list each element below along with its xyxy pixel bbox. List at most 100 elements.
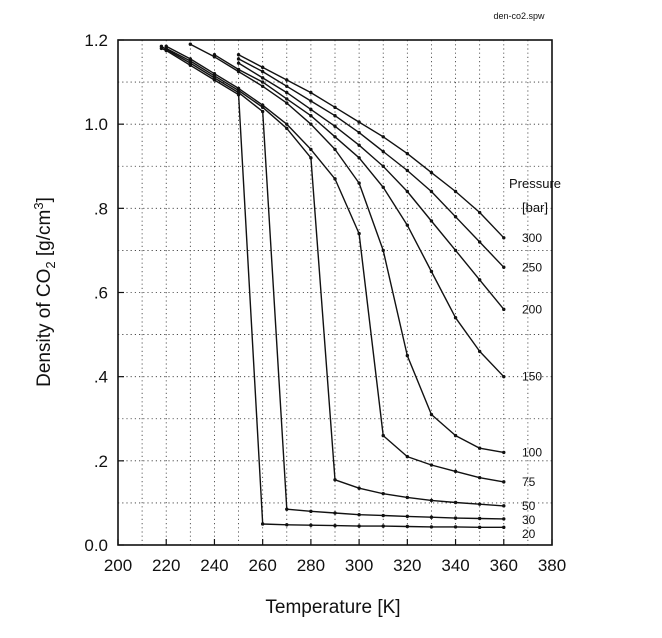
data-point-75-bar [333,177,337,181]
data-point-75-bar [188,57,193,61]
series-line-300-bar [238,54,505,239]
data-point-150-bar [260,80,265,84]
data-point-50-bar [357,486,361,490]
data-point-250-bar [453,215,458,219]
y-axis-label-post: ] [34,197,55,202]
x-tick-label: 280 [297,556,325,575]
y-axis-label-sup: 3 [31,202,46,209]
data-point-200-bar [429,219,434,223]
data-point-200-bar [453,248,458,253]
x-tick-label: 340 [441,556,469,575]
x-tick-label: 300 [345,556,373,575]
data-point-250-bar [502,265,506,269]
data-point-30-bar [260,109,265,114]
data-point-50-bar [502,504,506,508]
y-tick-label: 0.0 [84,536,108,555]
data-point-250-bar [429,189,434,194]
data-point-150-bar [236,67,241,72]
data-point-20-bar [333,523,337,528]
series-label-30: 30 [522,513,536,527]
data-point-250-bar [309,99,313,103]
data-point-100-bar [309,122,313,126]
data-point-150-bar [309,114,313,118]
data-point-75-bar [429,463,434,467]
data-point-75-bar [502,480,506,484]
file-label: den-co2.spw [493,11,545,21]
data-point-100-bar [357,181,361,185]
data-point-200-bar [260,76,265,80]
data-point-75-bar [212,71,217,76]
data-point-300-bar [453,189,458,194]
data-point-75-bar [477,475,482,480]
data-point-150-bar [381,185,385,189]
data-point-100-bar [502,450,506,455]
data-point-20-bar [405,524,410,529]
data-point-20-bar [429,525,434,529]
data-point-150-bar [405,223,410,227]
data-point-150-bar [333,135,337,139]
data-point-100-bar [477,446,482,450]
data-point-250-bar [285,84,289,88]
y-axis-label-mid: [g/cm [34,210,55,262]
data-point-200-bar [477,278,482,282]
data-point-30-bar [285,507,289,511]
x-tick-label: 380 [538,556,566,575]
series-line-250-bar [238,58,505,268]
y-tick-label: 1.2 [84,31,108,50]
data-point-50-bar [309,156,313,160]
data-point-30-bar [477,516,482,521]
data-point-100-bar [405,353,410,358]
series-line-30-bar [161,45,504,520]
data-point-300-bar [429,170,434,175]
data-point-20-bar [453,525,458,529]
data-point-150-bar [477,349,482,354]
legend-title-line-2: [bar] [522,200,548,215]
x-axis-label: Temperature [K] [265,597,400,618]
tick-layer: 200 220 240 260 280 300 320 340 360 380 0.0 .2 .4 .6.… [84,31,566,575]
data-point-75-bar [453,469,458,474]
y-tick-label: .8 [94,199,108,218]
data-point-250-bar [236,57,241,61]
data-point-75-bar [405,454,410,459]
data-point-300-bar [381,135,385,139]
data-point-50-bar [477,502,482,506]
data-point-100-bar [260,84,265,88]
series-line-200-bar [238,62,505,310]
data-point-200-bar [381,164,385,168]
data-point-300-bar [260,65,265,70]
series-layer [159,42,506,530]
series-label-50: 50 [522,499,536,513]
data-point-150-bar [285,97,289,101]
x-tick-label: 320 [393,556,421,575]
data-point-150-bar [429,269,434,274]
x-tick-label: 360 [490,556,518,575]
data-point-30-bar [333,511,337,515]
data-point-150-bar [502,374,506,379]
data-point-300-bar [405,151,410,156]
data-point-150-bar [212,53,217,57]
y-tick-label: 1.0 [84,115,108,134]
data-point-100-bar [188,42,193,46]
data-point-20-bar [381,524,385,528]
series-label-150: 150 [522,370,542,384]
data-point-75-bar [309,147,313,152]
data-point-200-bar [236,61,241,65]
data-point-50-bar [429,498,434,503]
data-point-200-bar [285,90,289,95]
data-point-30-bar [357,513,361,517]
data-point-150-bar [453,316,458,320]
data-point-200-bar [333,124,337,128]
data-point-75-bar [236,86,241,91]
data-point-20-bar [260,522,265,526]
data-point-20-bar [477,525,482,530]
data-point-300-bar [333,105,337,110]
data-point-50-bar [285,126,289,131]
series-line-100-bar [189,43,504,454]
data-point-20-bar [502,525,506,530]
data-point-75-bar [260,103,265,107]
y-axis-label-sub: 2 [43,261,58,268]
y-tick-label: .2 [94,452,108,471]
